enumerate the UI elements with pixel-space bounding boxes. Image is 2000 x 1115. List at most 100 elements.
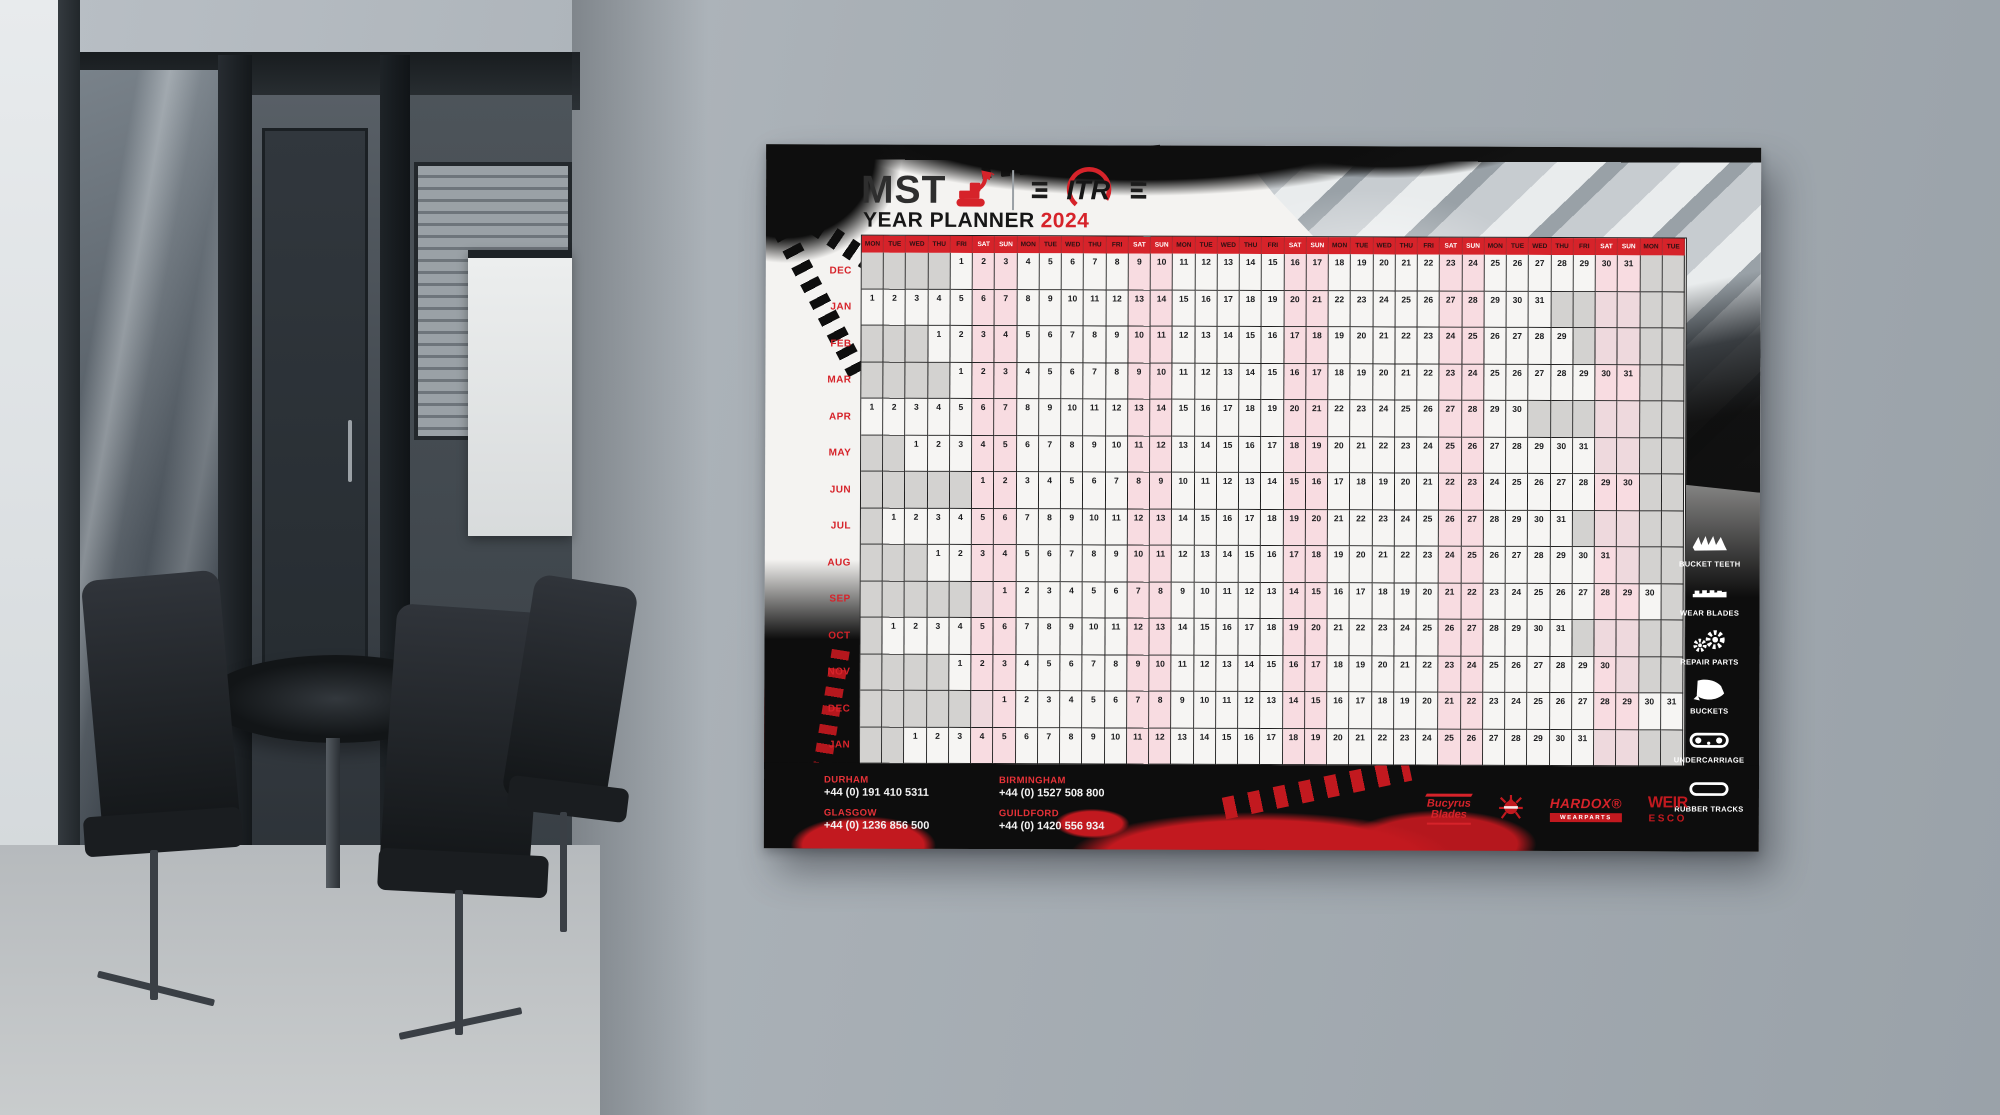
- day-cell: 7: [1038, 727, 1061, 765]
- day-cell: [882, 581, 906, 618]
- day-cell: 15: [1238, 545, 1262, 583]
- day-cell: 21: [1395, 363, 1418, 401]
- day-cell: 11: [1216, 582, 1239, 619]
- day-cell: 11: [1194, 472, 1217, 510]
- day-cell: 7: [1105, 472, 1128, 510]
- day-cell: 26: [1506, 254, 1530, 292]
- day-cell: 2: [904, 617, 928, 655]
- day-cell: 11: [1171, 655, 1195, 692]
- day-cell: 15: [1172, 290, 1196, 327]
- day-cell: 13: [1239, 472, 1262, 510]
- day-cell: 25: [1506, 473, 1529, 511]
- day-cell: 2: [971, 654, 994, 692]
- day-cell: [1661, 437, 1685, 475]
- day-cell: [1550, 401, 1574, 438]
- contact-city: BIRMINGHAM: [998, 775, 1066, 787]
- day-cell: 5: [1083, 581, 1106, 619]
- day-cell: 30: [1594, 656, 1617, 694]
- day-cell: 4: [994, 545, 1017, 582]
- day-cell: 21: [1438, 692, 1461, 730]
- partner-logos: Bucyrus Blades HARDOX® WEARPARTS WEIR ESCO: [1425, 785, 1688, 834]
- day-cell: 23: [1372, 509, 1395, 547]
- day-cell: 17: [1260, 728, 1283, 766]
- day-cell: 9: [1039, 289, 1062, 327]
- day-cell: [1594, 729, 1617, 767]
- day-cell: 4: [928, 289, 951, 326]
- day-cell: 28: [1462, 291, 1485, 328]
- day-cell: 26: [1417, 400, 1440, 438]
- day-cell: 15: [1262, 253, 1285, 291]
- day-cell: 9: [1106, 326, 1129, 364]
- day-cell: 20: [1305, 619, 1328, 656]
- day-cell: 23: [1393, 728, 1417, 766]
- day-cell: 2: [972, 362, 995, 400]
- day-cell: 12: [1172, 545, 1195, 583]
- day-cell: 18: [1283, 436, 1307, 474]
- day-cell: 13: [1216, 655, 1239, 692]
- day-cell: 18: [1261, 509, 1284, 547]
- day-cell: 26: [1505, 656, 1528, 693]
- brand-divider: [1012, 170, 1015, 211]
- day-cell: 28: [1528, 327, 1552, 365]
- day-cell: 22: [1439, 473, 1462, 511]
- logo-text: Blades: [1430, 808, 1467, 821]
- day-cell: 24: [1394, 619, 1417, 657]
- day-cell: 20: [1350, 327, 1374, 364]
- day-cell: 23: [1440, 254, 1463, 292]
- day-cell: 29: [1527, 729, 1550, 767]
- day-cell: 17: [1328, 473, 1351, 510]
- day-cell: 18: [1372, 582, 1395, 620]
- month-label: SEP: [829, 593, 851, 605]
- day-cell: [1595, 437, 1618, 475]
- day-cell: [905, 362, 929, 399]
- month-label: FEB: [830, 338, 852, 350]
- day-cell: 17: [1306, 363, 1329, 401]
- day-cell: [927, 581, 950, 618]
- day-cell: 19: [1261, 290, 1285, 328]
- day-cell: 7: [995, 289, 1018, 327]
- day-cell: 14: [1217, 326, 1240, 364]
- day-cell: 20: [1373, 254, 1396, 291]
- day-cell: [1572, 401, 1596, 438]
- day-cell: 16: [1216, 618, 1239, 656]
- day-cell: 11: [1127, 436, 1151, 473]
- day-cell: 14: [1171, 618, 1195, 656]
- day-cell: 1: [861, 398, 884, 436]
- contact-city: GUILDFORD: [998, 808, 1059, 820]
- day-cell: [949, 581, 972, 618]
- office-door: [262, 128, 368, 704]
- day-cell: [1616, 656, 1639, 694]
- day-cell: 21: [1350, 436, 1373, 474]
- day-cell: 4: [949, 617, 972, 655]
- day-cell: 23: [1439, 364, 1463, 401]
- day-cell: 3: [927, 508, 950, 545]
- day-header-cell: SAT: [1595, 238, 1619, 256]
- day-cell: [1595, 291, 1618, 329]
- day-cell: 31: [1550, 510, 1573, 548]
- day-cell: 11: [1084, 289, 1107, 327]
- day-cell: 19: [1372, 473, 1395, 510]
- day-cell: [1617, 401, 1640, 438]
- day-header-cell: TUE: [1039, 236, 1063, 254]
- day-cell: 19: [1350, 363, 1374, 401]
- day-cell: 10: [1128, 326, 1151, 364]
- day-cell: 18: [1306, 327, 1329, 364]
- contact-list: DURHAM +44 (0) 191 410 5311 BIRMINGHAM +44 …: [824, 774, 1209, 832]
- day-cell: 10: [1061, 289, 1085, 327]
- day-cell: 17: [1238, 618, 1261, 656]
- day-cell: 30: [1506, 291, 1530, 328]
- day-cell: 27: [1483, 437, 1507, 474]
- day-cell: 14: [1194, 436, 1218, 473]
- day-cell: 19: [1261, 399, 1284, 437]
- door-handle: [348, 420, 352, 482]
- day-cell: 21: [1327, 619, 1350, 656]
- day-cell: 7: [994, 399, 1018, 436]
- day-cell: 22: [1416, 656, 1439, 693]
- day-cell: 14: [1172, 509, 1195, 546]
- day-header-cell: THU: [1551, 238, 1574, 256]
- day-cell: 5: [993, 727, 1016, 765]
- day-cell: [861, 435, 884, 472]
- day-cell: 29: [1573, 255, 1596, 292]
- day-cell: [860, 690, 883, 728]
